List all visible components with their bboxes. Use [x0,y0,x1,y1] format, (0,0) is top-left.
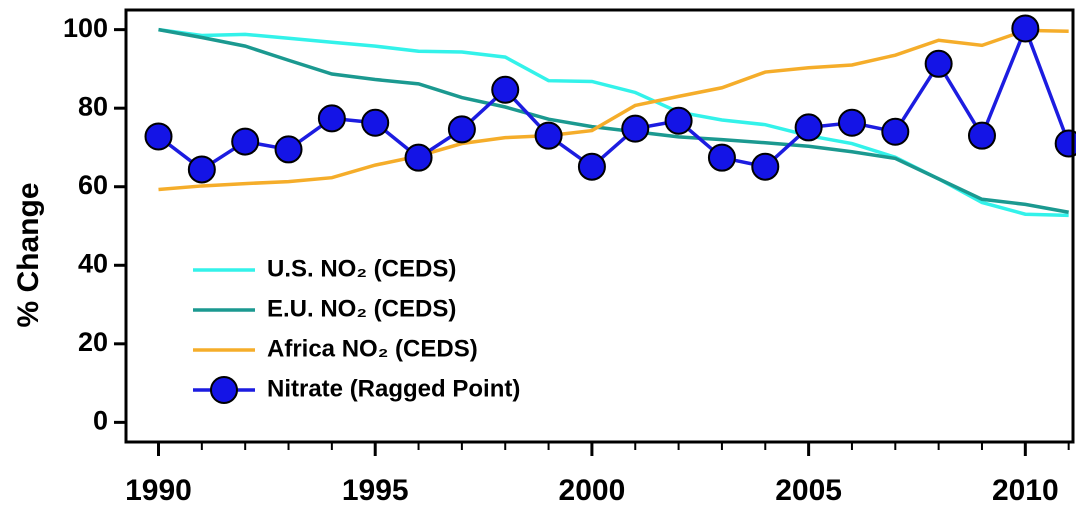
marker [404,143,433,172]
marker [231,127,260,156]
marker [664,106,693,135]
series-line [158,27,1069,214]
marker [1054,129,1076,158]
marker [837,108,866,137]
marker [794,113,823,142]
marker [144,122,173,151]
x-tick-label: 2005 [775,474,842,507]
marker [924,49,953,78]
y-tick-label: 80 [78,91,108,121]
marker [707,143,736,172]
x-tick-label: 2010 [992,474,1059,507]
y-tick-label: 20 [78,327,108,357]
marker [534,121,563,150]
marker [751,152,780,181]
marker [621,114,650,143]
legend-label: E.U. NO₂ (CEDS) [267,295,456,322]
marker [274,135,303,164]
y-tick-label: 0 [93,405,108,435]
marker [1011,14,1040,43]
legend-label: U.S. NO₂ (CEDS) [267,255,456,282]
y-tick-label: 60 [78,170,108,200]
marker [881,117,910,146]
marker [361,108,390,137]
x-tick-label: 1990 [125,474,192,507]
x-tick-label: 1995 [342,474,409,507]
legend-label: Africa NO₂ (CEDS) [267,335,478,362]
marker [967,121,996,150]
y-axis-label: % Change [12,182,45,327]
marker [577,152,606,181]
marker [491,75,520,104]
marker [187,155,216,184]
y-tick-label: 100 [63,13,108,43]
series-line [158,28,1069,192]
marker [317,104,346,133]
legend-label: Nitrate (Ragged Point) [267,375,520,402]
plot-frame [124,8,1075,444]
y-tick-label: 40 [78,248,108,278]
x-tick-label: 2000 [559,474,626,507]
legend-marker [210,376,238,404]
marker [447,115,476,144]
series-line [157,23,1071,172]
